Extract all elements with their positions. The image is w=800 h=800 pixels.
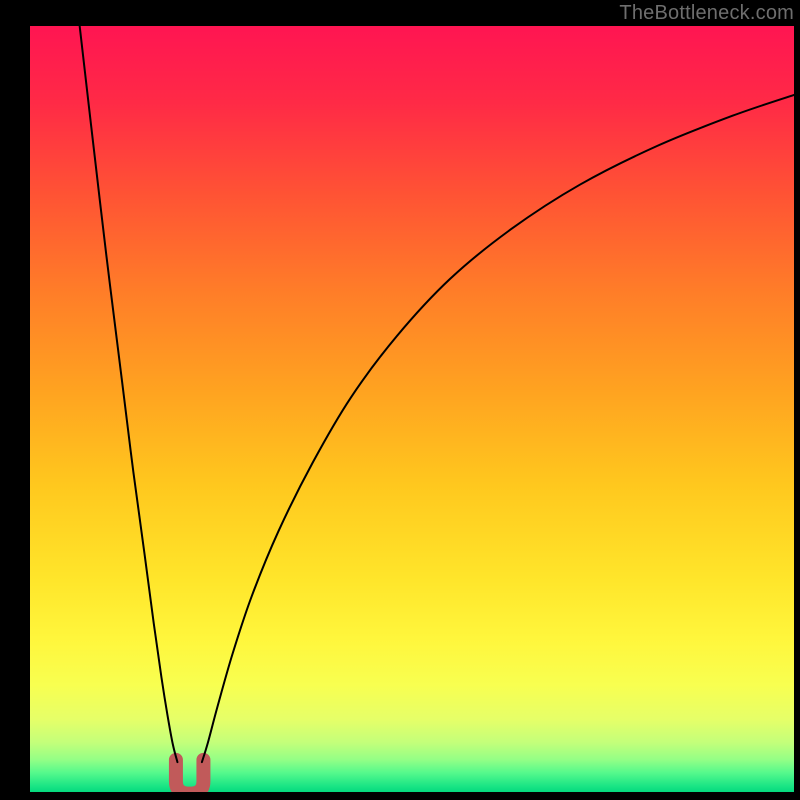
chart-stage: TheBottleneck.com <box>0 0 800 800</box>
gradient-background <box>30 26 794 792</box>
bottleneck-curve-chart <box>30 26 794 792</box>
watermark-text: TheBottleneck.com <box>619 2 794 25</box>
